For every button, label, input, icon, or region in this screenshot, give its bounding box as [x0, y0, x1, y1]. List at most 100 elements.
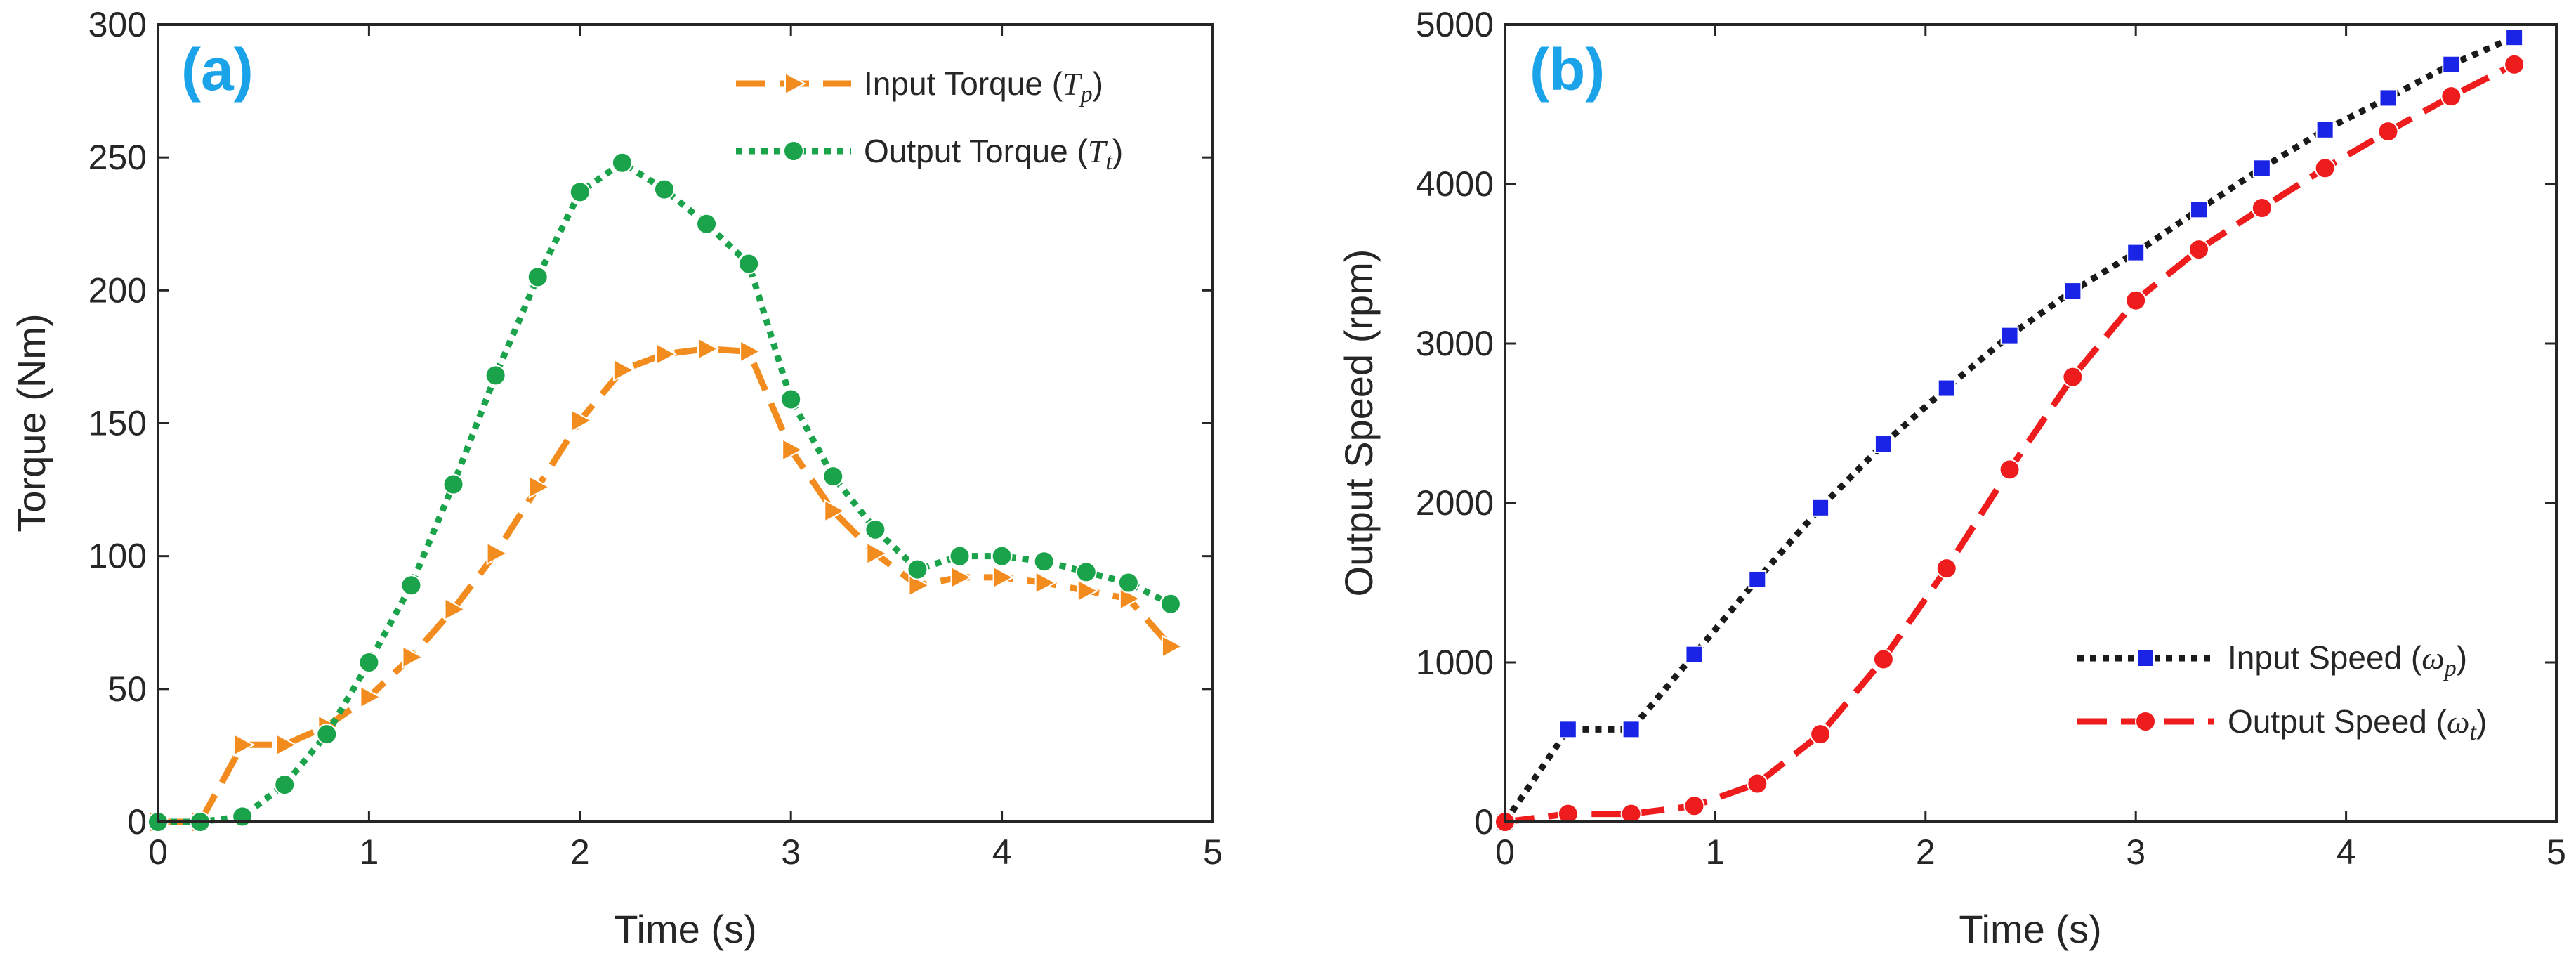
legend-marker-input-torque: [784, 72, 807, 96]
panel-a-legend: Input Torque (Tp) Output Torque (Tt): [736, 65, 1123, 175]
panel-b: (b) 0 1 2 3 4 5 0 1000 2000 3000 4000 5000 Time (s)…: [1336, 5, 2566, 951]
legend-entry-output-torque: Output Torque (Tt): [864, 133, 1123, 175]
data-point-output-torque: [232, 806, 254, 828]
data-point-output-speed: [2125, 289, 2147, 311]
data-point-input-torque: [866, 542, 888, 565]
data-point-input-torque: [486, 542, 508, 565]
legend-swatch-input-speed: [2077, 649, 2214, 667]
data-point-input-speed: [2063, 282, 2082, 301]
data-point-output-speed: [1683, 795, 1705, 817]
data-point-output-torque: [316, 724, 338, 745]
x-tick-label: 2: [1916, 832, 1936, 872]
data-point-input-speed: [2000, 326, 2019, 345]
legend-entry-output-speed: Output Speed (ωt): [2228, 703, 2487, 745]
y-tick-label: 150: [88, 404, 147, 443]
x-tick-label: 5: [2547, 832, 2566, 872]
data-point-input-torque: [360, 685, 382, 709]
data-point-output-torque: [527, 266, 548, 288]
data-point-output-torque: [822, 466, 844, 488]
data-point-input-speed: [1748, 570, 1767, 589]
panel-a-y-axis-label: Torque (Nm): [9, 313, 53, 532]
data-point-input-torque: [782, 438, 804, 462]
y-tick-label: 100: [88, 537, 147, 576]
data-point-output-torque: [1075, 561, 1097, 583]
data-point-output-torque: [400, 575, 422, 596]
data-point-input-torque: [528, 475, 551, 499]
data-point-input-speed: [2190, 200, 2209, 219]
data-point-output-torque: [1033, 551, 1055, 573]
legend-entry-input-torque: Input Torque (Tp): [864, 65, 1103, 107]
y-tick-label: 250: [88, 138, 147, 177]
x-tick-label: 3: [2126, 832, 2145, 872]
data-point-input-speed: [2252, 159, 2271, 178]
y-tick-label: 1000: [1416, 643, 1494, 682]
x-tick-label: 4: [2337, 832, 2356, 872]
data-point-input-torque: [950, 565, 973, 589]
data-point-output-speed: [2314, 157, 2336, 179]
data-point-output-speed: [1557, 803, 1579, 825]
data-point-input-speed: [2379, 89, 2398, 107]
data-point-output-torque: [991, 545, 1013, 567]
y-tick-label: 200: [88, 270, 147, 310]
data-point-input-torque: [697, 336, 720, 361]
data-point-output-speed: [1936, 558, 1957, 580]
x-tick-label: 1: [1705, 832, 1725, 872]
data-point-output-torque: [907, 558, 928, 580]
series-line-output-torque: [158, 159, 1172, 825]
y-tick-label: 0: [127, 802, 147, 842]
data-point-output-torque: [949, 545, 971, 567]
data-point-input-torque: [1077, 579, 1099, 603]
x-tick-label: 1: [359, 832, 379, 872]
data-point-input-torque: [402, 645, 424, 669]
panel-a-tag: (a): [181, 37, 254, 103]
data-point-input-torque: [612, 358, 635, 382]
y-tick-label: 300: [88, 5, 147, 44]
panel-b-y-axis-label: Output Speed (rpm): [1336, 249, 1381, 597]
data-point-input-speed: [1811, 498, 1830, 517]
data-point-output-torque: [569, 181, 591, 203]
data-point-output-speed: [2251, 197, 2273, 219]
data-point-output-speed: [1872, 648, 1894, 670]
data-point-input-speed: [1558, 720, 1577, 739]
data-point-output-speed: [2062, 366, 2084, 388]
data-point-output-torque: [1117, 572, 1139, 594]
panel-b-ticks: 0 1 2 3 4 5 0 1000 2000 3000 4000 5000: [1416, 5, 2566, 872]
data-point-input-speed: [2127, 243, 2145, 262]
legend-swatch-output-speed: [2077, 711, 2214, 732]
x-tick-label: 0: [148, 832, 168, 872]
legend-marker-output-torque: [783, 140, 804, 162]
x-tick-label: 2: [570, 832, 590, 872]
data-point-input-speed: [1937, 379, 1956, 398]
data-point-output-torque: [738, 253, 760, 275]
data-point-output-speed: [2377, 121, 2399, 143]
data-point-output-torque: [358, 652, 380, 673]
panel-a-series-layer: [147, 152, 1184, 834]
legend-marker-input-speed: [2136, 649, 2155, 667]
y-tick-label: 0: [1474, 802, 1494, 842]
data-point-input-torque: [740, 339, 762, 364]
data-point-input-torque: [1034, 570, 1057, 595]
data-point-input-torque: [444, 597, 466, 622]
panel-b-x-axis-label: Time (s): [1959, 907, 2101, 951]
data-point-input-torque: [1161, 634, 1184, 658]
data-point-output-torque: [865, 518, 886, 540]
panel-a-x-axis-label: Time (s): [614, 907, 756, 951]
data-point-input-speed: [2442, 55, 2461, 74]
x-tick-label: 4: [992, 832, 1012, 872]
data-point-output-torque: [485, 365, 506, 386]
data-point-input-torque: [275, 733, 298, 757]
data-point-input-torque: [824, 499, 846, 523]
data-point-input-torque: [908, 573, 931, 597]
data-point-output-torque: [274, 774, 296, 796]
data-point-output-torque: [780, 388, 802, 410]
data-point-output-torque: [1159, 593, 1181, 615]
panel-b-plot-frame: [1504, 23, 2558, 823]
y-tick-label: 50: [107, 669, 147, 709]
data-point-input-speed: [1685, 645, 1704, 664]
data-point-input-speed: [1874, 435, 1893, 454]
data-point-input-torque: [233, 733, 256, 757]
data-point-output-speed: [1999, 459, 2020, 480]
y-tick-label: 4000: [1416, 164, 1494, 204]
